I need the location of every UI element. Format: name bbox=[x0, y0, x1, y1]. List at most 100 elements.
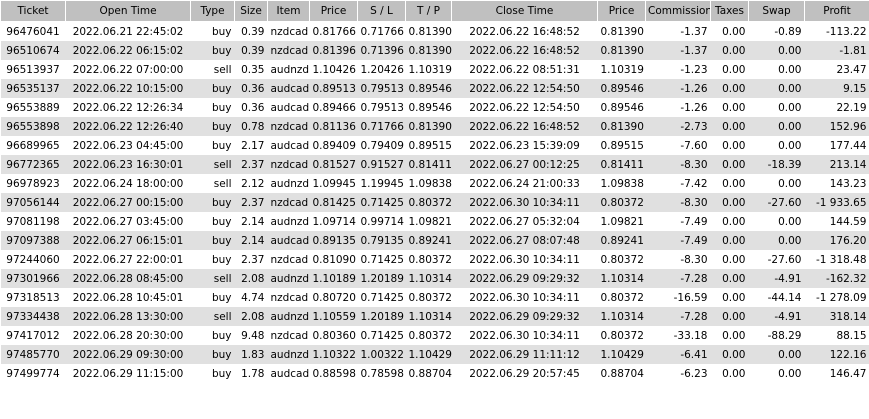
commission-cell: -6.23 bbox=[645, 364, 711, 383]
open-time-cell: 2022.06.22 06:15:02 bbox=[65, 41, 191, 60]
stop-loss-cell: 0.71425 bbox=[357, 250, 406, 269]
take-profit-cell: 0.80372 bbox=[405, 326, 452, 345]
trade-row[interactable]: 96535137 2022.06.22 10:15:00 buy 0.36 audcad… bbox=[0, 79, 869, 98]
column-header-close-price[interactable]: Price bbox=[597, 0, 646, 22]
close-price-cell: 0.80372 bbox=[597, 193, 646, 212]
open-time-cell: 2022.06.24 18:00:00 bbox=[65, 174, 191, 193]
column-header-open-price[interactable]: Price bbox=[309, 0, 358, 22]
stop-loss-cell: 1.20189 bbox=[357, 269, 406, 288]
stop-loss-cell: 0.79409 bbox=[357, 136, 406, 155]
stop-loss-cell: 0.71425 bbox=[357, 326, 406, 345]
stop-loss-cell: 0.99714 bbox=[357, 212, 406, 231]
item-cell: audcad bbox=[267, 136, 310, 155]
close-price-cell: 0.81390 bbox=[597, 41, 646, 60]
size-cell: 1.83 bbox=[234, 345, 268, 364]
open-time-cell: 2022.06.23 16:30:01 bbox=[65, 155, 191, 174]
ticket-cell: 96513937 bbox=[0, 60, 66, 79]
close-price-cell: 0.89515 bbox=[597, 136, 646, 155]
trade-row[interactable]: 96553889 2022.06.22 12:26:34 buy 0.36 audcad… bbox=[0, 98, 869, 117]
trade-row[interactable]: 97334438 2022.06.28 13:30:00 sell 2.08 audnz… bbox=[0, 307, 869, 326]
commission-cell: -7.28 bbox=[645, 307, 711, 326]
column-header-type[interactable]: Type bbox=[190, 0, 235, 22]
close-price-cell: 1.10314 bbox=[597, 269, 646, 288]
open-time-cell: 2022.06.29 11:15:00 bbox=[65, 364, 191, 383]
close-time-cell: 2022.06.22 08:51:31 bbox=[451, 60, 598, 79]
item-cell: audnzd bbox=[267, 269, 310, 288]
open-price-cell: 0.81090 bbox=[309, 250, 358, 269]
type-cell: buy bbox=[190, 117, 235, 136]
trade-row[interactable]: 97244060 2022.06.27 22:00:01 buy 2.37 nzdcad… bbox=[0, 250, 869, 269]
column-header-taxes[interactable]: Taxes bbox=[710, 0, 749, 22]
trade-row[interactable]: 96513937 2022.06.22 07:00:00 sell 0.35 audnz… bbox=[0, 60, 869, 79]
close-price-cell: 1.10319 bbox=[597, 60, 646, 79]
trade-row[interactable]: 96476041 2022.06.21 22:45:02 buy 0.39 nzdcad… bbox=[0, 21, 869, 41]
commission-cell: -2.73 bbox=[645, 117, 711, 136]
close-time-cell: 2022.06.22 16:48:52 bbox=[451, 117, 598, 136]
trade-row[interactable]: 97318513 2022.06.28 10:45:01 buy 4.74 nzdcad… bbox=[0, 288, 869, 307]
close-time-cell: 2022.06.30 10:34:11 bbox=[451, 193, 598, 212]
size-cell: 0.36 bbox=[234, 79, 268, 98]
column-header-open-time[interactable]: Open Time bbox=[65, 0, 191, 22]
commission-cell: -1.37 bbox=[645, 21, 711, 41]
open-time-cell: 2022.06.22 07:00:00 bbox=[65, 60, 191, 79]
stop-loss-cell: 0.79513 bbox=[357, 98, 406, 117]
stop-loss-cell: 0.79135 bbox=[357, 231, 406, 250]
trade-row[interactable]: 96689965 2022.06.23 04:45:00 buy 2.17 audcad… bbox=[0, 136, 869, 155]
trade-row[interactable]: 96978923 2022.06.24 18:00:00 sell 2.12 audnz… bbox=[0, 174, 869, 193]
trade-row[interactable]: 97081198 2022.06.27 03:45:00 buy 2.14 audnzd… bbox=[0, 212, 869, 231]
open-time-cell: 2022.06.27 22:00:01 bbox=[65, 250, 191, 269]
size-cell: 9.48 bbox=[234, 326, 268, 345]
take-profit-cell: 1.10314 bbox=[405, 307, 452, 326]
column-header-close-time[interactable]: Close Time bbox=[451, 0, 598, 22]
swap-cell: -4.91 bbox=[748, 307, 805, 326]
size-cell: 2.14 bbox=[234, 212, 268, 231]
size-cell: 2.08 bbox=[234, 307, 268, 326]
trade-row[interactable]: 97485770 2022.06.29 09:30:00 buy 1.83 audnzd… bbox=[0, 345, 869, 364]
open-price-cell: 1.10189 bbox=[309, 269, 358, 288]
commission-cell: -7.49 bbox=[645, 231, 711, 250]
commission-cell: -1.23 bbox=[645, 60, 711, 79]
close-price-cell: 1.09821 bbox=[597, 212, 646, 231]
taxes-cell: 0.00 bbox=[710, 41, 749, 60]
open-price-cell: 0.80360 bbox=[309, 326, 358, 345]
type-cell: buy bbox=[190, 212, 235, 231]
take-profit-cell: 0.88704 bbox=[405, 364, 452, 383]
close-price-cell: 0.80372 bbox=[597, 326, 646, 345]
type-cell: sell bbox=[190, 60, 235, 79]
take-profit-cell: 0.81390 bbox=[405, 21, 452, 41]
column-header-take-profit[interactable]: T / P bbox=[405, 0, 452, 22]
profit-cell: 213.14 bbox=[804, 155, 869, 174]
column-header-ticket[interactable]: Ticket bbox=[0, 0, 66, 22]
ticket-cell: 97417012 bbox=[0, 326, 66, 345]
trade-row[interactable]: 97097388 2022.06.27 06:15:01 buy 2.14 audcad… bbox=[0, 231, 869, 250]
column-header-profit[interactable]: Profit bbox=[804, 0, 869, 22]
trade-row[interactable]: 97417012 2022.06.28 20:30:00 buy 9.48 nzdcad… bbox=[0, 326, 869, 345]
size-cell: 0.36 bbox=[234, 98, 268, 117]
close-price-cell: 0.80372 bbox=[597, 250, 646, 269]
trade-row[interactable]: 97301966 2022.06.28 08:45:00 sell 2.08 audnz… bbox=[0, 269, 869, 288]
profit-cell: 146.47 bbox=[804, 364, 869, 383]
stop-loss-cell: 0.71766 bbox=[357, 117, 406, 136]
swap-cell: 0.00 bbox=[748, 364, 805, 383]
trade-row[interactable]: 96772365 2022.06.23 16:30:01 sell 2.37 nzdca… bbox=[0, 155, 869, 174]
take-profit-cell: 0.89241 bbox=[405, 231, 452, 250]
open-time-cell: 2022.06.27 00:15:00 bbox=[65, 193, 191, 212]
column-header-swap[interactable]: Swap bbox=[748, 0, 805, 22]
trade-row[interactable]: 96510674 2022.06.22 06:15:02 buy 0.39 nzdcad… bbox=[0, 41, 869, 60]
column-header-stop-loss[interactable]: S / L bbox=[357, 0, 406, 22]
profit-cell: 176.20 bbox=[804, 231, 869, 250]
swap-cell: 0.00 bbox=[748, 117, 805, 136]
column-header-commission[interactable]: Commission bbox=[645, 0, 711, 22]
trade-row[interactable]: 97499774 2022.06.29 11:15:00 buy 1.78 audcad… bbox=[0, 364, 869, 383]
taxes-cell: 0.00 bbox=[710, 174, 749, 193]
trade-row[interactable]: 96553898 2022.06.22 12:26:40 buy 0.78 nzdcad… bbox=[0, 117, 869, 136]
column-header-item[interactable]: Item bbox=[267, 0, 310, 22]
taxes-cell: 0.00 bbox=[710, 345, 749, 364]
trade-row[interactable]: 97056144 2022.06.27 00:15:00 buy 2.37 nzdcad… bbox=[0, 193, 869, 212]
close-time-cell: 2022.06.22 16:48:52 bbox=[451, 21, 598, 41]
type-cell: sell bbox=[190, 174, 235, 193]
close-price-cell: 0.81390 bbox=[597, 117, 646, 136]
size-cell: 0.78 bbox=[234, 117, 268, 136]
commission-cell: -6.41 bbox=[645, 345, 711, 364]
column-header-size[interactable]: Size bbox=[234, 0, 268, 22]
